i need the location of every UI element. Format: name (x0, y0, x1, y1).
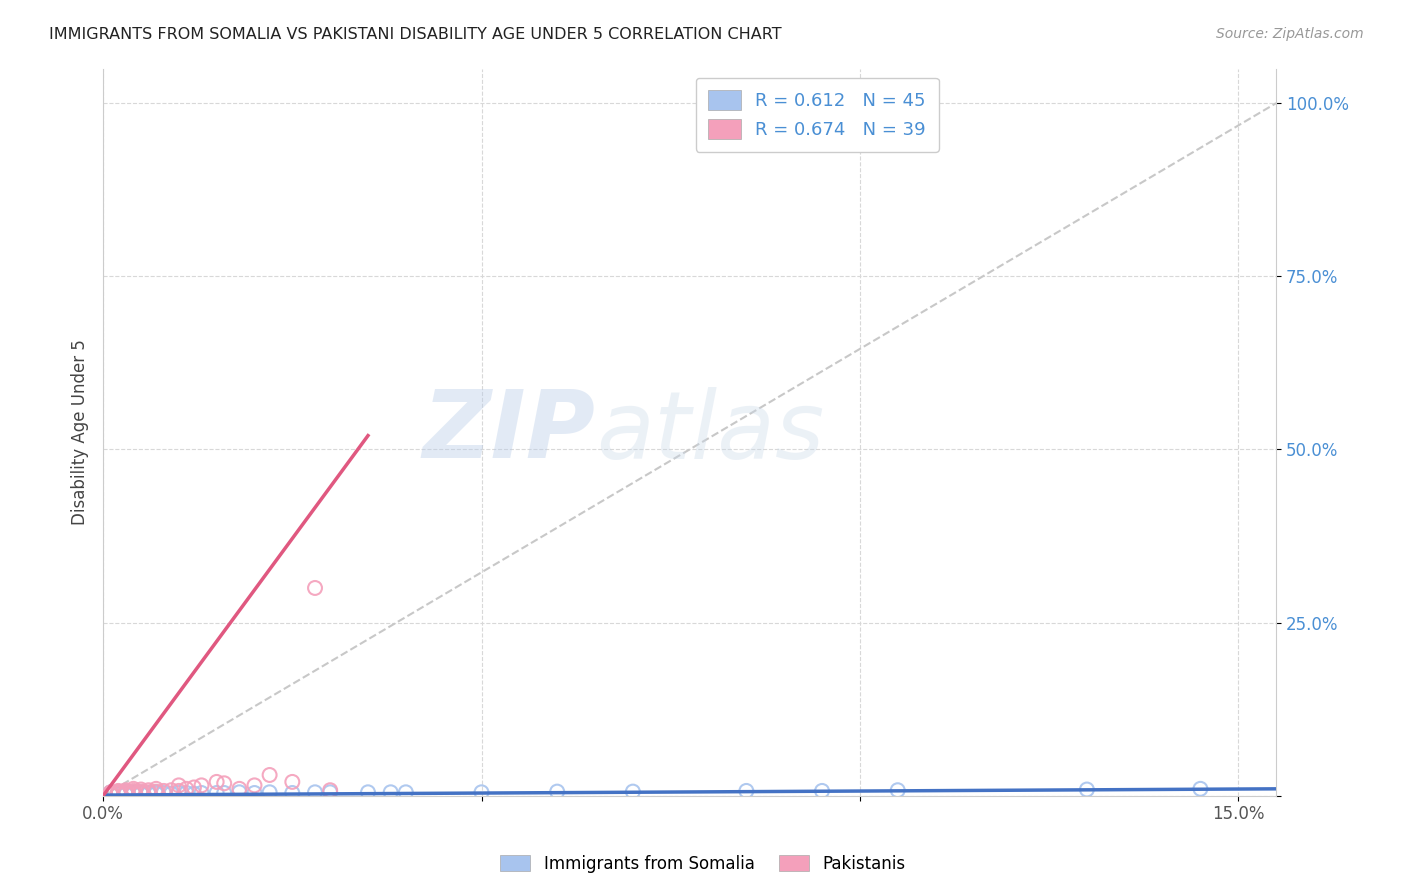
Point (114, 785, 136, 799)
Point (107, 786, 129, 800)
Point (114, 788, 136, 802)
Point (138, 787, 160, 801)
Point (129, 786, 152, 800)
Point (281, 775, 304, 789)
Point (100, 785, 122, 799)
Point (138, 783, 160, 797)
Point (100, 785, 122, 799)
Point (886, 783, 908, 797)
Point (114, 786, 136, 800)
Point (122, 785, 145, 799)
Point (122, 787, 145, 801)
Text: Source: ZipAtlas.com: Source: ZipAtlas.com (1216, 27, 1364, 41)
Point (281, 786, 304, 800)
Point (100, 787, 122, 801)
Point (1189, 781, 1212, 796)
Point (259, 785, 281, 799)
Point (114, 783, 136, 797)
Point (183, 780, 205, 795)
Point (160, 787, 183, 801)
Point (122, 784, 145, 798)
Point (107, 785, 129, 799)
Point (114, 784, 136, 798)
Point (114, 787, 136, 801)
Point (212, 786, 235, 800)
Point (243, 778, 266, 792)
Point (212, 776, 235, 790)
Point (145, 787, 167, 801)
Point (145, 785, 167, 799)
Point (122, 785, 145, 799)
Point (107, 784, 129, 798)
Point (546, 784, 568, 798)
Point (129, 785, 152, 799)
Point (138, 785, 160, 799)
Point (228, 785, 250, 799)
Point (152, 784, 174, 798)
Point (380, 785, 402, 799)
Point (1076, 782, 1098, 797)
Point (304, 785, 326, 799)
Point (107, 785, 129, 799)
Point (122, 786, 145, 800)
Point (183, 787, 205, 801)
Point (107, 786, 129, 800)
Point (100, 786, 122, 800)
Point (100, 786, 122, 800)
Point (395, 785, 418, 799)
Point (357, 785, 380, 799)
Point (129, 786, 152, 800)
Text: atlas: atlas (596, 386, 824, 477)
Point (145, 784, 167, 798)
Point (176, 786, 198, 800)
Point (228, 781, 250, 796)
Point (167, 778, 190, 792)
Point (145, 781, 167, 796)
Point (205, 786, 228, 800)
Point (470, 785, 492, 799)
Point (811, 784, 834, 798)
Point (114, 786, 136, 800)
Y-axis label: Disability Age Under 5: Disability Age Under 5 (72, 339, 89, 525)
Point (114, 784, 136, 798)
Point (122, 781, 145, 796)
Point (205, 775, 228, 789)
Text: IMMIGRANTS FROM SOMALIA VS PAKISTANI DISABILITY AGE UNDER 5 CORRELATION CHART: IMMIGRANTS FROM SOMALIA VS PAKISTANI DIS… (49, 27, 782, 42)
Point (167, 784, 190, 798)
Point (190, 786, 212, 800)
Text: ZIP: ZIP (423, 386, 596, 478)
Point (190, 778, 212, 792)
Point (107, 784, 129, 798)
Point (259, 768, 281, 782)
Point (152, 786, 174, 800)
Point (243, 786, 266, 800)
Point (129, 784, 152, 798)
Point (304, 581, 326, 595)
Point (107, 787, 129, 801)
Point (138, 786, 160, 800)
Point (122, 787, 145, 801)
Point (735, 784, 758, 798)
Point (176, 781, 198, 796)
Point (621, 784, 644, 798)
Point (319, 785, 342, 799)
Legend: R = 0.612   N = 45, R = 0.674   N = 39: R = 0.612 N = 45, R = 0.674 N = 39 (696, 78, 939, 152)
Point (107, 787, 129, 801)
Point (167, 786, 190, 800)
Point (129, 787, 152, 801)
Point (160, 783, 183, 797)
Legend: Immigrants from Somalia, Pakistanis: Immigrants from Somalia, Pakistanis (494, 848, 912, 880)
Point (100, 787, 122, 801)
Point (129, 782, 152, 797)
Point (100, 788, 122, 802)
Point (319, 783, 342, 797)
